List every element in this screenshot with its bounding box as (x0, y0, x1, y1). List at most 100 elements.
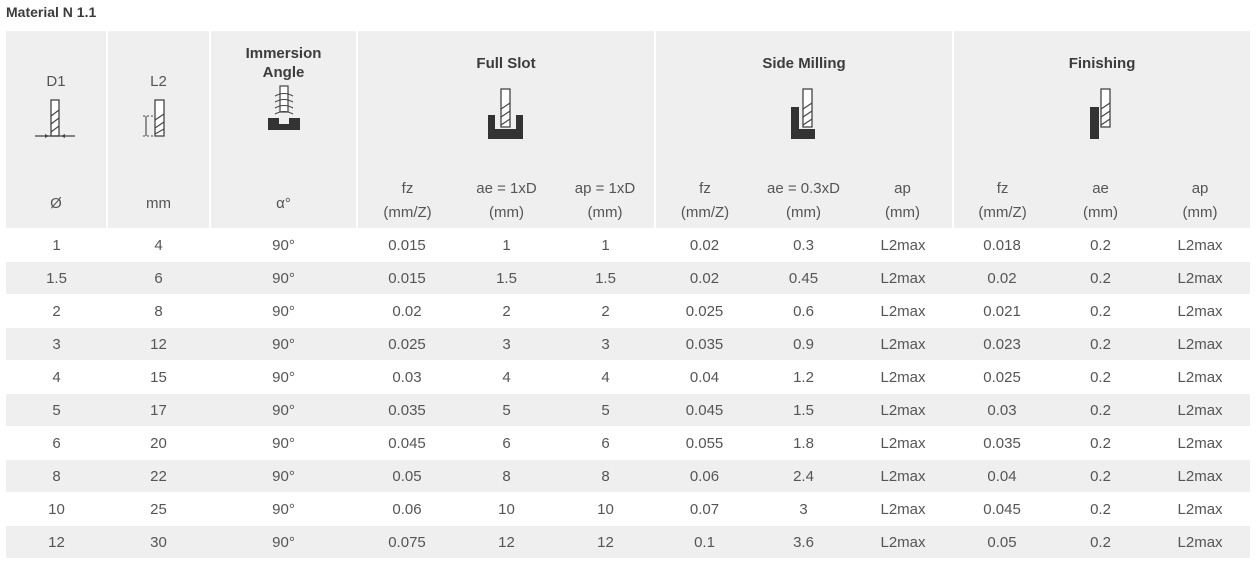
table-cell: 0.02 (357, 294, 457, 328)
table-cell: 0.06 (357, 492, 457, 526)
table-cell: 3 (457, 327, 556, 361)
table-cell: 90° (210, 228, 357, 262)
table-cell: 0.035 (655, 327, 754, 361)
table-cell: 1.5 (556, 261, 655, 295)
table-cell: 90° (210, 459, 357, 493)
table-cell: 10 (556, 492, 655, 526)
table-cell: 2 (457, 294, 556, 328)
table-row: 8 22 90° 0.05 8 8 0.06 2.4 L2max 0.04 0.2 L2max (6, 459, 1251, 493)
table-cell: L2max (853, 360, 954, 394)
cutting-data-table: D1 L2 Immersion (6, 31, 1251, 558)
header-d1-label: D1 (46, 73, 66, 90)
table-row: 4 15 90° 0.03 4 4 0.04 1.2 L2max 0.025 0.2 L2max (6, 360, 1251, 394)
table-cell: 12 (107, 327, 210, 361)
table-cell: 5 (457, 393, 556, 427)
subheader-side-milling-fz: fz (mm/Z) (654, 174, 754, 229)
table-cell: 12 (457, 525, 556, 558)
finishing-icon (1090, 88, 1111, 139)
table-cell: 0.2 (1051, 294, 1151, 328)
table-cell: 90° (210, 261, 357, 295)
table-cell: 0.04 (655, 360, 754, 394)
header-d1: D1 (6, 31, 107, 174)
full-slot-icon (488, 88, 523, 139)
table-cell: 2 (6, 294, 107, 328)
table-cell: L2max (853, 525, 954, 558)
table-cell: 0.045 (357, 426, 457, 460)
table-cell: L2max (1150, 261, 1251, 295)
table-cell: 0.2 (1051, 327, 1151, 361)
header-immersion-line2: Angle (262, 64, 305, 81)
table-cell: L2max (1150, 393, 1251, 427)
table-cell: 10 (457, 492, 556, 526)
table-cell: 0.055 (655, 426, 754, 460)
table-cell: 0.45 (754, 261, 853, 295)
header-immersion: Immersion Angle (209, 31, 357, 174)
table-cell: L2max (1150, 327, 1251, 361)
table-cell: 1 (6, 228, 107, 262)
table-cell: 0.045 (953, 492, 1052, 526)
table-cell: 2 (556, 294, 655, 328)
header-finishing-label: Finishing (1068, 55, 1136, 72)
table-cell: 0.9 (754, 327, 853, 361)
table-cell: L2max (1150, 228, 1251, 262)
table-cell: 0.025 (655, 294, 754, 328)
table-row: 1.5 6 90° 0.015 1.5 1.5 0.02 0.45 L2max 0.02 0.2 L2… (6, 261, 1251, 295)
table-cell: 5 (556, 393, 655, 427)
table-cell: 0.025 (953, 360, 1052, 394)
table-cell: 0.035 (357, 393, 457, 427)
table-cell: 4 (556, 360, 655, 394)
table-cell: 2.4 (754, 459, 853, 493)
table-cell: 0.2 (1051, 426, 1151, 460)
table-cell: L2max (1150, 426, 1251, 460)
table-cell: 0.03 (953, 393, 1052, 427)
header-side-milling: Side Milling (653, 31, 954, 174)
table-cell: 8 (556, 459, 655, 493)
table-cell: 8 (6, 459, 107, 493)
table-cell: 0.023 (953, 327, 1052, 361)
ramp-immersion-icon (267, 85, 300, 130)
table-cell: 90° (210, 294, 357, 328)
table-cell: 0.05 (357, 459, 457, 493)
table-cell: L2max (1150, 525, 1251, 558)
table-cell: 12 (6, 525, 107, 558)
header-immersion-line1: Immersion (245, 45, 322, 62)
table-cell: 0.02 (655, 261, 754, 295)
drill-diameter-icon (35, 99, 75, 138)
table-cell: 1.8 (754, 426, 853, 460)
table-row: 3 12 90° 0.025 3 3 0.035 0.9 L2max 0.023 0.2 L2max (6, 327, 1251, 361)
table-cell: L2max (853, 426, 954, 460)
table-cell: 0.04 (953, 459, 1052, 493)
table-cell: 17 (107, 393, 210, 427)
table-cell: 5 (6, 393, 107, 427)
table-cell: 90° (210, 360, 357, 394)
table-cell: 22 (107, 459, 210, 493)
table-cell: L2max (853, 459, 954, 493)
table-cell: 0.075 (357, 525, 457, 558)
table-cell: 0.045 (655, 393, 754, 427)
subheader-full-slot-fz: fz (mm/Z) (356, 174, 457, 229)
unit-d1: Ø (6, 174, 107, 229)
table-cell: 0.1 (655, 525, 754, 558)
table-cell: 30 (107, 525, 210, 558)
table-cell: 90° (210, 393, 357, 427)
table-cell: L2max (853, 228, 954, 262)
table-cell: 25 (107, 492, 210, 526)
table-cell: 20 (107, 426, 210, 460)
table-cell: 12 (556, 525, 655, 558)
table-cell: 4 (6, 360, 107, 394)
table-cell: 4 (457, 360, 556, 394)
table-cell: 0.05 (953, 525, 1052, 558)
subheader-full-slot-ap: ap = 1xD (mm) (556, 174, 655, 229)
table-cell: 0.2 (1051, 492, 1151, 526)
header-finishing: Finishing (952, 31, 1251, 174)
table-row: 1 4 90° 0.015 1 1 0.02 0.3 L2max 0.018 0.2 L2max (6, 228, 1251, 262)
table-cell: 6 (457, 426, 556, 460)
table-row: 12 30 90° 0.075 12 12 0.1 3.6 L2max 0.05 0.2 L2max (6, 525, 1251, 558)
subheader-finishing-fz: fz (mm/Z) (952, 174, 1052, 229)
table-cell: L2max (853, 327, 954, 361)
table-cell: 0.025 (357, 327, 457, 361)
table-cell: 0.2 (1051, 393, 1151, 427)
table-cell: 1 (457, 228, 556, 262)
table-cell: L2max (1150, 294, 1251, 328)
table-cell: L2max (1150, 360, 1251, 394)
